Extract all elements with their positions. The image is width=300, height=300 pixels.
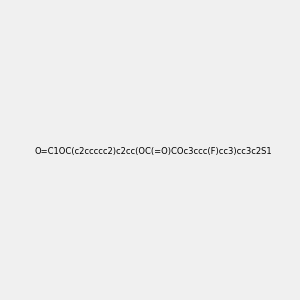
Text: O=C1OC(c2ccccc2)c2cc(OC(=O)COc3ccc(F)cc3)cc3c2S1: O=C1OC(c2ccccc2)c2cc(OC(=O)COc3ccc(F)cc3… xyxy=(35,147,273,156)
